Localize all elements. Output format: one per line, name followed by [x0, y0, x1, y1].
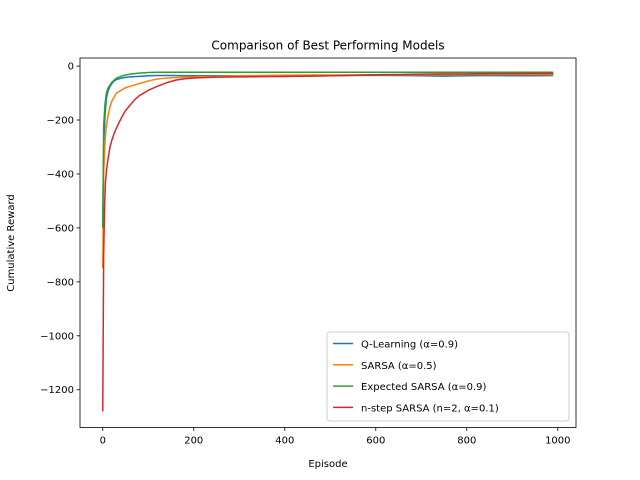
series-line-3 — [102, 71, 554, 228]
plot-frame — [79, 57, 577, 428]
y-tick-label: −600 — [47, 223, 74, 234]
y-tick-label: −1200 — [40, 385, 74, 396]
y-tick-label: −400 — [47, 169, 74, 180]
y-tick-label: −1000 — [40, 331, 74, 342]
y-tick-label: −200 — [47, 116, 74, 127]
x-tick-label: 1000 — [545, 436, 570, 447]
x-tick-label: 600 — [366, 436, 385, 447]
x-axis: 0 200 400 600 800 1000 — [100, 427, 571, 447]
series-line-1 — [102, 74, 554, 226]
x-tick-label: 200 — [184, 436, 203, 447]
y-axis-label: Cumulative Reward — [6, 194, 17, 292]
legend: Q-Learning (α=0.9) SARSA (α=0.5) Expected … — [326, 331, 570, 422]
y-tick-label: 0 — [68, 62, 74, 73]
legend-box — [326, 331, 570, 422]
chart-title: Comparison of Best Performing Models — [211, 39, 444, 53]
y-axis: 0 −200 −400 −600 −800 −1000 −1200 — [40, 62, 80, 396]
x-tick-label: 400 — [275, 436, 294, 447]
plot-lines — [102, 71, 554, 412]
x-tick-label: 0 — [100, 436, 106, 447]
legend-label: SARSA (α=0.5) — [361, 361, 437, 372]
legend-label: n-step SARSA (n=2, α=0.1) — [361, 403, 499, 414]
legend-label: Q-Learning (α=0.9) — [361, 340, 458, 351]
legend-label: Expected SARSA (α=0.9) — [361, 382, 486, 393]
x-axis-label: Episode — [308, 459, 347, 470]
y-tick-label: −800 — [47, 277, 74, 288]
series-line-4 — [102, 72, 554, 412]
x-tick-label: 800 — [457, 436, 476, 447]
